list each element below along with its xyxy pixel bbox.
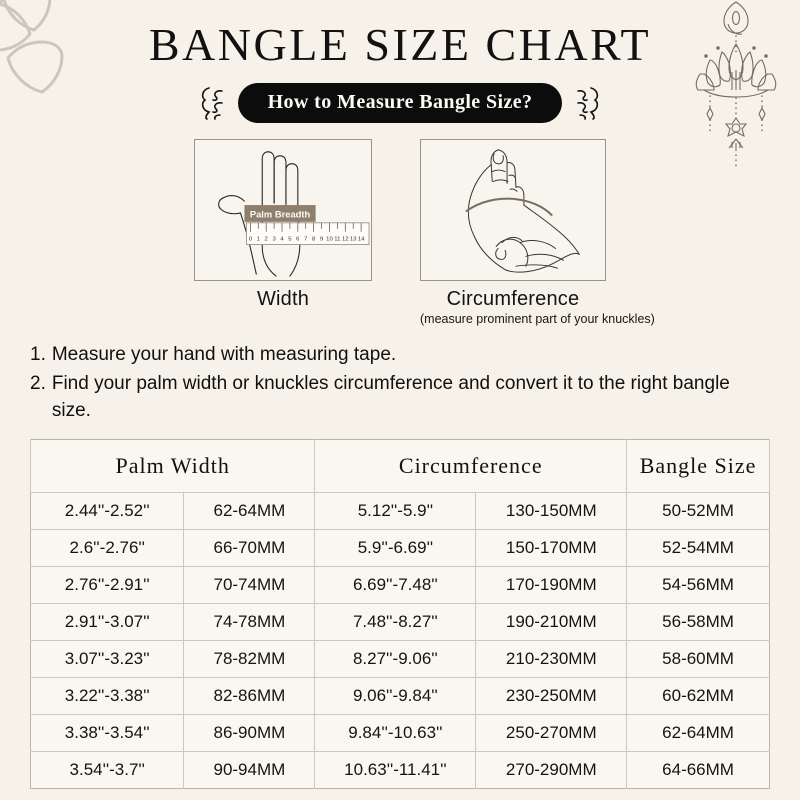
instruction-steps: 1. Measure your hand with measuring tape… xyxy=(30,342,750,425)
page-header: BANGLE SIZE CHART How to Measure Bangle … xyxy=(0,0,800,123)
table-body: 2.44''-2.52'' 62-64MM 5.12''-5.9'' 130-1… xyxy=(30,491,770,788)
header-palm-width: Palm Width xyxy=(29,439,316,493)
svg-text:8: 8 xyxy=(312,236,316,242)
cell-circ-inch: 5.12''-5.9'' xyxy=(314,491,477,530)
step-item: 1. Measure your hand with measuring tape… xyxy=(30,342,750,369)
cell-circ-inch: 8.27''-9.06'' xyxy=(314,639,477,678)
cell-circ-inch: 9.84''-10.63'' xyxy=(314,713,477,752)
panel-caption-circumference: Circumference xyxy=(446,287,580,310)
cell-palm-inch: 2.76''-2.91'' xyxy=(30,565,185,604)
cell-circ-mm: 130-150MM xyxy=(475,491,628,530)
cell-circ-mm: 210-230MM xyxy=(475,639,628,678)
cell-palm-mm: 90-94MM xyxy=(183,750,316,788)
panel-caption-width: Width xyxy=(256,287,310,310)
svg-text:4: 4 xyxy=(280,236,284,242)
cell-circ-mm: 190-210MM xyxy=(475,602,628,641)
palm-breadth-label: Palm Breadth xyxy=(244,204,316,222)
cell-bangle-size: 56-58MM xyxy=(626,602,770,641)
cell-bangle-size: 52-54MM xyxy=(626,528,770,567)
circumference-block: Circumference (measure prominent part of… xyxy=(420,138,655,326)
svg-text:10: 10 xyxy=(326,236,333,242)
cell-palm-mm: 82-86MM xyxy=(183,676,316,715)
step-number: 1. xyxy=(30,343,46,365)
cell-palm-inch: 2.44''-2.52'' xyxy=(30,491,185,530)
table-row: 2.76''-2.91'' 70-74MM 6.69''-7.48'' 170-… xyxy=(30,565,770,604)
table-row: 3.07''-3.23'' 78-82MM 8.27''-9.06'' 210-… xyxy=(30,639,770,678)
step-item: 2. Find your palm width or knuckles circ… xyxy=(30,371,750,425)
cell-bangle-size: 62-64MM xyxy=(626,713,770,752)
svg-text:2: 2 xyxy=(265,236,268,242)
step-text: Find your palm width or knuckles circumf… xyxy=(51,372,730,421)
table-row: 3.22''-3.38'' 82-86MM 9.06''-9.84'' 230-… xyxy=(30,676,770,715)
table-row: 2.6''-2.76'' 66-70MM 5.9''-6.69'' 150-17… xyxy=(30,528,770,567)
svg-text:0: 0 xyxy=(249,236,253,242)
cell-circ-mm: 270-290MM xyxy=(475,750,628,788)
flourish-left-icon xyxy=(201,86,223,120)
cell-palm-inch: 2.6''-2.76'' xyxy=(30,528,185,567)
cell-circ-mm: 250-270MM xyxy=(475,713,628,752)
header-bangle-size: Bangle Size xyxy=(626,439,770,493)
cell-bangle-size: 50-52MM xyxy=(626,491,770,530)
panel-subcaption-circumference: (measure prominent part of your knuckles… xyxy=(420,311,655,326)
svg-text:13: 13 xyxy=(350,236,357,242)
svg-text:3: 3 xyxy=(272,236,276,242)
cell-palm-mm: 70-74MM xyxy=(183,565,316,604)
header-circumference: Circumference xyxy=(314,439,628,493)
cell-palm-mm: 62-64MM xyxy=(183,491,316,530)
svg-text:1: 1 xyxy=(257,236,260,242)
cell-circ-mm: 150-170MM xyxy=(475,528,628,567)
cell-bangle-size: 60-62MM xyxy=(626,676,770,715)
table-row: 2.44''-2.52'' 62-64MM 5.12''-5.9'' 130-1… xyxy=(30,491,770,530)
cell-palm-mm: 78-82MM xyxy=(183,639,316,678)
cell-circ-inch: 7.48''-8.27'' xyxy=(314,602,477,641)
svg-text:11: 11 xyxy=(334,236,340,242)
svg-text:7: 7 xyxy=(304,236,307,242)
svg-text:5: 5 xyxy=(288,236,292,242)
knuckle-circumference-illustration xyxy=(420,138,606,281)
cell-palm-mm: 86-90MM xyxy=(183,713,316,752)
flourish-right-icon xyxy=(577,86,599,120)
cell-circ-inch: 5.9''-6.69'' xyxy=(314,528,477,567)
cell-circ-inch: 10.63''-11.41'' xyxy=(314,750,477,788)
cell-bangle-size: 64-66MM xyxy=(626,750,770,788)
cell-circ-mm: 230-250MM xyxy=(475,676,628,715)
cell-circ-mm: 170-190MM xyxy=(475,565,628,604)
svg-text:9: 9 xyxy=(320,236,323,242)
page-title: BANGLE SIZE CHART xyxy=(148,19,652,70)
svg-text:6: 6 xyxy=(296,236,300,242)
table-header-row: Palm Width Circumference Bangle Size xyxy=(29,439,770,493)
cell-palm-inch: 3.22''-3.38'' xyxy=(30,676,185,715)
cell-palm-inch: 3.54''-3.7'' xyxy=(30,750,185,788)
table-row: 2.91''-3.07'' 74-78MM 7.48''-8.27'' 190-… xyxy=(30,602,770,641)
cell-palm-inch: 2.91''-3.07'' xyxy=(30,602,185,641)
svg-text:14: 14 xyxy=(358,236,365,242)
banner-label: How to Measure Bangle Size? xyxy=(237,82,563,123)
banner-row: How to Measure Bangle Size? xyxy=(0,82,800,123)
step-number: 2. xyxy=(30,372,46,394)
svg-text:Palm Breadth: Palm Breadth xyxy=(250,209,311,219)
step-text: Measure your hand with measuring tape. xyxy=(51,343,397,365)
table-row: 3.54''-3.7'' 90-94MM 10.63''-11.41'' 270… xyxy=(30,750,770,788)
size-chart-table: Palm Width Circumference Bangle Size 2.4… xyxy=(29,438,770,789)
cell-palm-mm: 66-70MM xyxy=(183,528,316,567)
cell-palm-inch: 3.38''-3.54'' xyxy=(30,713,185,752)
cell-palm-inch: 3.07''-3.23'' xyxy=(30,639,185,678)
cell-palm-mm: 74-78MM xyxy=(183,602,316,641)
table-row: 3.38''-3.54'' 86-90MM 9.84''-10.63'' 250… xyxy=(30,713,770,752)
svg-text:12: 12 xyxy=(342,236,349,242)
cell-bangle-size: 54-56MM xyxy=(626,565,770,604)
cell-circ-inch: 6.69''-7.48'' xyxy=(314,565,477,604)
cell-bangle-size: 58-60MM xyxy=(626,639,770,678)
cell-circ-inch: 9.06''-9.84'' xyxy=(314,676,477,715)
